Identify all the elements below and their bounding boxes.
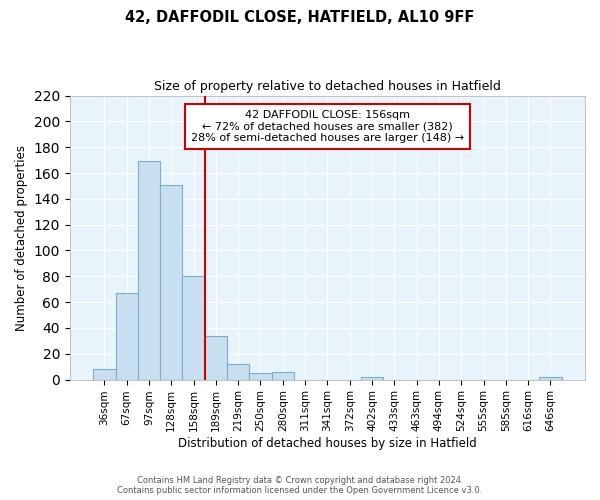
Bar	[160, 184, 182, 380]
Bar	[272, 372, 294, 380]
Bar	[93, 370, 116, 380]
Bar	[361, 377, 383, 380]
Text: Contains HM Land Registry data © Crown copyright and database right 2024.
Contai: Contains HM Land Registry data © Crown c…	[118, 476, 482, 495]
Bar	[116, 293, 138, 380]
Bar	[138, 162, 160, 380]
Text: 42 DAFFODIL CLOSE: 156sqm
← 72% of detached houses are smaller (382)
28% of semi: 42 DAFFODIL CLOSE: 156sqm ← 72% of detac…	[191, 110, 464, 143]
Bar	[205, 336, 227, 380]
Bar	[250, 373, 272, 380]
Text: 42, DAFFODIL CLOSE, HATFIELD, AL10 9FF: 42, DAFFODIL CLOSE, HATFIELD, AL10 9FF	[125, 10, 475, 25]
Bar	[182, 276, 205, 380]
Bar	[539, 377, 562, 380]
Title: Size of property relative to detached houses in Hatfield: Size of property relative to detached ho…	[154, 80, 501, 93]
Bar	[227, 364, 250, 380]
Y-axis label: Number of detached properties: Number of detached properties	[15, 144, 28, 330]
X-axis label: Distribution of detached houses by size in Hatfield: Distribution of detached houses by size …	[178, 437, 477, 450]
